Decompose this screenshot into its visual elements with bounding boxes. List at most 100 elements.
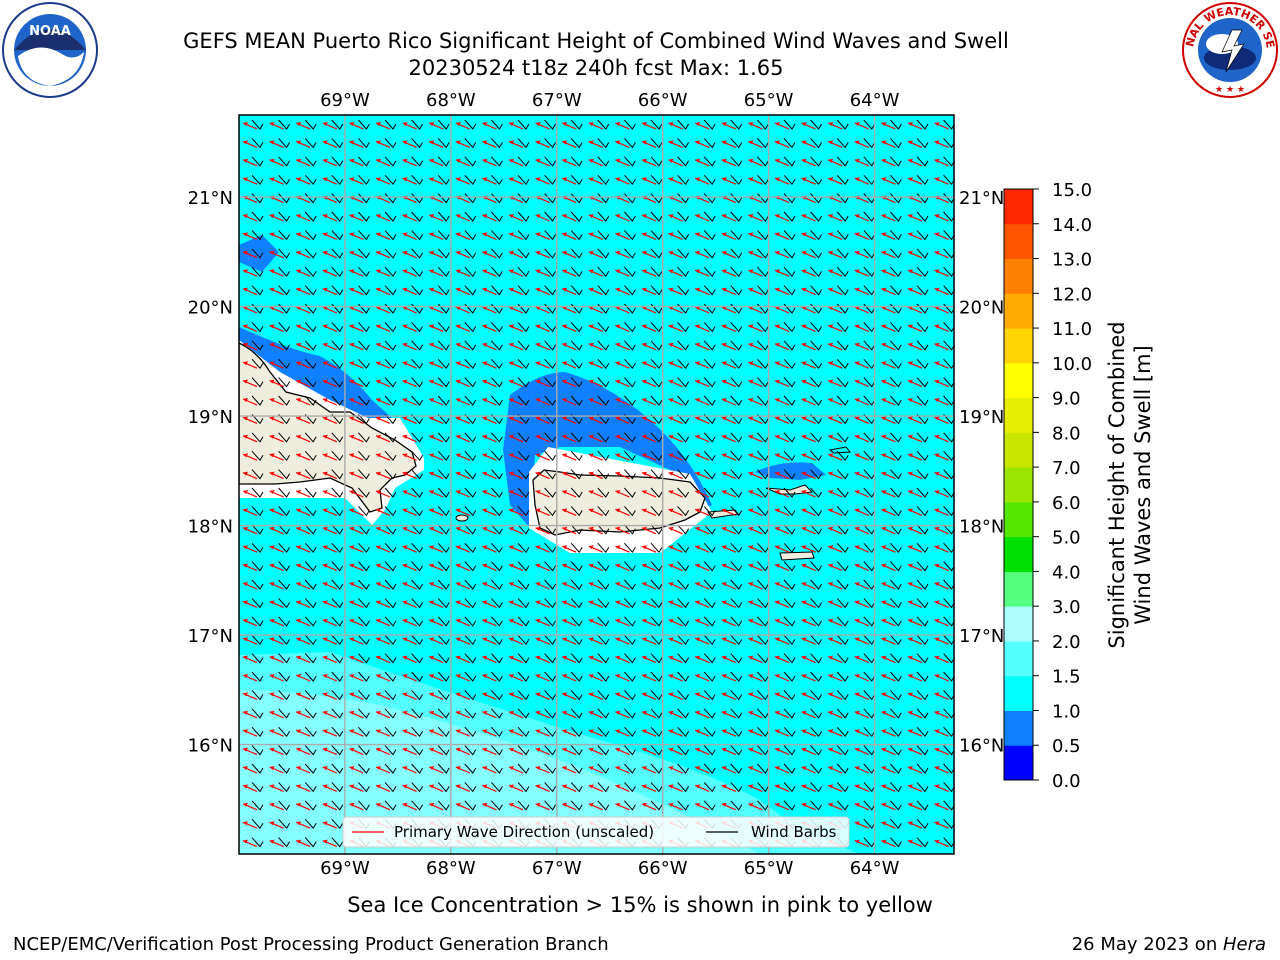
- wave-direction-arrow: [801, 434, 816, 443]
- wave-direction-arrow: [482, 177, 497, 185]
- wave-direction-arrow: [615, 766, 630, 774]
- wind-barb: [836, 653, 849, 664]
- wave-direction-arrow: [827, 250, 843, 259]
- wave-direction-arrow: [561, 508, 577, 516]
- wave-direction-arrow: [242, 250, 258, 259]
- wave-direction-arrow: [455, 122, 471, 130]
- wave-direction-arrow: [402, 747, 417, 756]
- wind-barb: [491, 671, 503, 682]
- wave-direction-arrow: [269, 490, 284, 498]
- wave-direction-arrow: [269, 545, 284, 553]
- wave-direction-arrow: [615, 674, 630, 682]
- wave-direction-arrow: [588, 342, 604, 351]
- wind-barb: [916, 266, 929, 278]
- wind-barb: [464, 800, 477, 811]
- wind-barb: [304, 745, 317, 756]
- wind-barb: [783, 506, 796, 517]
- wave-direction-arrow: [854, 674, 870, 682]
- wave-direction-arrow: [881, 508, 896, 516]
- wind-barb: [278, 524, 291, 535]
- wave-direction-arrow: [907, 747, 923, 756]
- wind-barb: [863, 285, 876, 296]
- wave-direction-arrow: [535, 453, 550, 461]
- wind-barb: [863, 524, 876, 535]
- wind-barb: [703, 156, 716, 167]
- wave-direction-arrow: [801, 158, 816, 167]
- wave-direction-arrow: [854, 637, 870, 645]
- wave-direction-arrow: [881, 526, 896, 535]
- wind-barb: [304, 800, 317, 811]
- wave-direction-arrow: [428, 784, 444, 792]
- wave-direction-arrow: [535, 269, 550, 277]
- wave-direction-arrow: [774, 490, 790, 498]
- wave-direction-arrow: [748, 784, 763, 792]
- wind-barb: [251, 671, 264, 682]
- wind-barb: [331, 800, 344, 811]
- wind-barb: [783, 634, 796, 646]
- wave-direction-arrow: [349, 434, 364, 443]
- wind-barb: [384, 377, 397, 388]
- wave-direction-arrow: [694, 434, 710, 443]
- wave-direction-arrow: [322, 471, 338, 480]
- wave-direction-arrow: [641, 526, 657, 535]
- wind-barb: [624, 248, 636, 259]
- wind-barb: [703, 138, 716, 149]
- wave-direction-arrow: [455, 361, 471, 369]
- wind-barb: [624, 156, 636, 167]
- wave-direction-arrow: [694, 692, 710, 700]
- wave-direction-arrow: [242, 269, 258, 277]
- wind-barb: [437, 653, 450, 664]
- wind-barb: [491, 450, 503, 462]
- wave-direction-arrow: [482, 526, 497, 535]
- wave-direction-arrow: [615, 729, 630, 737]
- wind-barb: [304, 358, 317, 370]
- wind-barb: [358, 542, 370, 554]
- wind-barb: [783, 653, 796, 664]
- colorbar-tick-label: 0.0: [1052, 771, 1081, 792]
- longitude-tick-label: 66°W: [638, 90, 688, 111]
- wind-barb: [863, 266, 876, 278]
- wind-barb: [783, 579, 796, 590]
- wave-direction-arrow: [827, 324, 843, 332]
- wave-direction-arrow: [774, 122, 790, 130]
- wave-direction-arrow: [561, 214, 577, 222]
- wind-barb: [437, 285, 450, 296]
- wind-barb: [810, 726, 823, 738]
- wave-direction-arrow: [907, 582, 923, 590]
- wind-barb: [491, 800, 503, 811]
- wave-band-0-5-1-hispaniola: [239, 327, 392, 418]
- wave-direction-arrow: [801, 526, 816, 535]
- wave-direction-arrow: [881, 122, 896, 130]
- land-hispaniola: [239, 342, 417, 513]
- wave-direction-arrow: [322, 269, 338, 277]
- wind-barb: [358, 506, 370, 517]
- colorbar-tick-label: 0.5: [1052, 736, 1081, 757]
- wind-barb: [544, 138, 557, 149]
- wave-direction-arrow: [561, 177, 577, 185]
- wind-barb: [331, 230, 344, 241]
- wind-barb: [384, 506, 397, 517]
- wave-direction-arrow: [641, 655, 657, 664]
- wind-barb: [304, 138, 317, 149]
- wave-direction-arrow: [854, 692, 870, 700]
- wind-barb: [836, 230, 849, 241]
- wind-barb: [491, 395, 503, 406]
- wave-direction-arrow: [482, 434, 497, 443]
- wind-barb: [890, 450, 902, 462]
- wind-barb: [783, 285, 796, 296]
- wave-direction-arrow: [934, 214, 949, 222]
- wave-direction-arrow: [508, 747, 524, 756]
- wave-direction-arrow: [907, 545, 923, 553]
- wave-direction-arrow: [907, 140, 923, 148]
- wind-barb: [916, 211, 929, 222]
- wind-barb: [517, 322, 530, 333]
- wave-direction-arrow: [748, 416, 763, 424]
- wave-direction-arrow: [375, 490, 391, 498]
- wind-barb: [703, 266, 716, 278]
- wind-barb: [624, 266, 636, 278]
- wave-direction-arrow: [588, 747, 604, 756]
- wind-barb: [517, 377, 530, 388]
- wave-direction-arrow: [349, 122, 364, 130]
- wind-barb: [703, 285, 716, 296]
- wind-barb: [517, 450, 530, 462]
